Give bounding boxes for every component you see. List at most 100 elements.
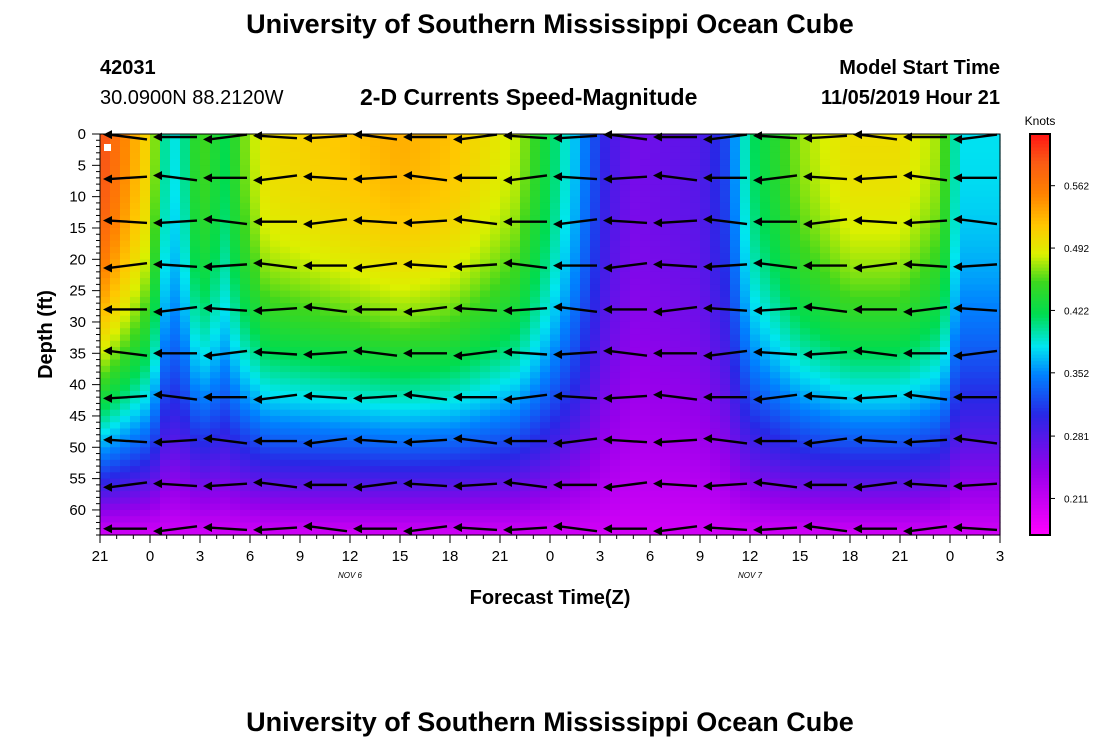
heat-cell <box>520 165 531 173</box>
heat-cell <box>480 372 491 379</box>
heat-cell <box>100 159 111 166</box>
heat-cell <box>100 284 111 292</box>
heat-cell <box>720 240 731 248</box>
heat-cell <box>590 447 601 455</box>
heat-cell <box>400 384 411 392</box>
heat-cell <box>350 240 361 248</box>
heat-cell <box>260 315 271 323</box>
heat-cell <box>610 528 621 536</box>
heat-cell <box>180 296 191 304</box>
heat-cell <box>790 340 801 348</box>
heat-cell <box>560 397 571 405</box>
heat-cell <box>380 365 391 373</box>
heat-cell <box>230 240 241 248</box>
heat-cell <box>200 403 211 411</box>
heat-cell <box>110 134 121 141</box>
heat-cell <box>250 459 261 467</box>
heat-cell <box>170 177 181 185</box>
heat-cell <box>120 509 131 517</box>
heat-cell <box>650 409 661 417</box>
heat-cell <box>520 372 531 379</box>
heat-cell <box>220 447 231 455</box>
heat-cell <box>490 422 501 430</box>
heat-cell <box>440 466 451 473</box>
heat-cell <box>680 328 691 336</box>
heat-cell <box>680 290 691 298</box>
heat-cell <box>760 397 771 405</box>
heat-cell <box>660 422 671 430</box>
heat-cell <box>170 265 181 273</box>
heat-cell <box>330 177 341 185</box>
heat-cell <box>190 397 201 405</box>
heat-cell <box>410 459 421 467</box>
heat-cell <box>510 484 521 492</box>
heat-cell <box>580 516 591 524</box>
heat-cell <box>230 246 241 254</box>
heat-cell <box>230 390 241 398</box>
heat-cell <box>780 422 791 430</box>
heat-cell <box>800 321 811 329</box>
heat-cell <box>820 152 831 160</box>
heat-cell <box>200 221 211 229</box>
heat-cell <box>300 196 311 204</box>
heat-cell <box>320 372 331 379</box>
heat-cell <box>290 159 301 166</box>
heat-cell <box>280 390 291 398</box>
heat-cell <box>810 497 821 505</box>
heat-cell <box>230 466 241 473</box>
heat-cell <box>500 509 511 517</box>
heat-cell <box>830 340 841 348</box>
heat-cell <box>820 415 831 423</box>
heat-cell <box>310 190 321 198</box>
heat-cell <box>610 491 621 499</box>
heat-cell <box>110 434 121 442</box>
heat-cell <box>800 459 811 467</box>
heat-cell <box>800 434 811 442</box>
heat-cell <box>370 528 381 536</box>
heat-cell <box>260 309 271 317</box>
heat-cell <box>400 378 411 386</box>
heat-cell <box>290 190 301 198</box>
heat-cell <box>620 177 631 185</box>
heat-cell <box>170 284 181 292</box>
heat-cell <box>560 365 571 373</box>
heat-cell <box>840 453 851 461</box>
heat-cell <box>290 415 301 423</box>
heat-cell <box>290 503 301 511</box>
heat-cell <box>130 215 141 223</box>
heat-cell <box>120 303 131 311</box>
heat-cell <box>140 497 151 505</box>
heat-cell <box>370 140 381 148</box>
heat-cell <box>800 190 811 198</box>
heat-cell <box>780 221 791 229</box>
heat-cell <box>760 390 771 398</box>
heat-cell <box>170 447 181 455</box>
heat-cell <box>100 315 111 323</box>
heat-cell <box>460 315 471 323</box>
heat-cell <box>840 522 851 530</box>
heat-cell <box>710 227 721 235</box>
heat-cell <box>430 290 441 298</box>
heat-cell <box>280 434 291 442</box>
heat-cell <box>620 290 631 298</box>
heat-cell <box>420 303 431 311</box>
heat-cell <box>340 146 351 154</box>
heat-cell <box>680 152 691 160</box>
heat-cell <box>740 528 751 536</box>
heat-cell <box>440 397 451 405</box>
heat-cell <box>710 459 721 467</box>
heat-cell <box>390 472 401 480</box>
heat-cell <box>150 234 161 242</box>
heat-cell <box>480 466 491 473</box>
heat-cell <box>630 152 641 160</box>
heat-cell <box>390 403 401 411</box>
heat-cell <box>120 328 131 336</box>
heat-cell <box>860 190 871 198</box>
heat-cell <box>370 196 381 204</box>
heat-cell <box>180 328 191 336</box>
heat-cell <box>350 234 361 242</box>
heat-cell <box>770 165 781 173</box>
heat-cell <box>420 209 431 217</box>
heat-cell <box>760 453 771 461</box>
heat-cell <box>690 221 701 229</box>
